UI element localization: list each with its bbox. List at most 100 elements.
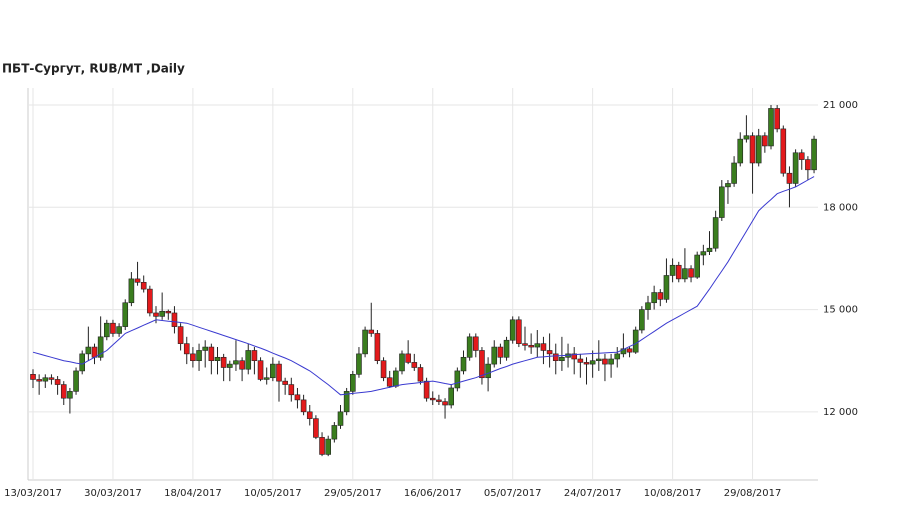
candle-body — [706, 247, 713, 252]
candle-body — [423, 380, 430, 399]
candle-body — [534, 343, 541, 348]
candle-body — [245, 350, 252, 370]
x-tick-label: 29/05/2017 — [324, 488, 382, 499]
candle-body — [786, 172, 793, 184]
candle-body — [294, 394, 301, 401]
candle-body — [749, 135, 756, 164]
candle-body — [436, 399, 442, 402]
moving-average-line — [32, 176, 815, 396]
candle-body — [306, 411, 313, 419]
candle-body — [694, 254, 701, 278]
candle-body — [620, 348, 627, 355]
candle-body — [233, 360, 239, 365]
candle-body — [171, 312, 178, 327]
x-tick-label: 24/07/2017 — [564, 488, 622, 499]
candle-body — [177, 326, 184, 344]
x-tick-label: 10/08/2017 — [644, 488, 702, 499]
x-tick-label: 10/05/2017 — [244, 488, 302, 499]
candle-body — [522, 343, 528, 346]
candle-body — [442, 401, 448, 406]
candle-body — [104, 322, 110, 338]
candle-body — [491, 346, 498, 365]
y-tick-label: 18 000 — [823, 202, 858, 213]
candle-body — [448, 387, 455, 406]
candle-body — [675, 264, 682, 280]
candle-body — [116, 326, 122, 334]
candle-body — [122, 302, 129, 327]
candle-body — [503, 339, 510, 358]
candle-body — [349, 374, 356, 392]
candle-body — [626, 348, 633, 353]
candle-body — [466, 336, 473, 358]
candle-body — [774, 108, 780, 130]
candle-body — [356, 353, 362, 375]
candle-body — [663, 275, 670, 300]
candle-body — [91, 346, 98, 358]
candle-body — [362, 329, 368, 355]
candle-body — [54, 379, 61, 385]
candle-body — [798, 152, 805, 160]
candle-body — [682, 268, 688, 280]
candle-body — [97, 336, 104, 358]
candle-body — [792, 152, 799, 184]
candle-body — [42, 377, 49, 382]
candle-body — [762, 135, 768, 147]
candle-body — [657, 292, 664, 300]
candle-body — [263, 377, 270, 380]
candle-body — [632, 329, 639, 353]
candle-body — [251, 350, 258, 361]
candle-body — [319, 437, 325, 455]
candle-body — [325, 438, 332, 455]
candle-body — [639, 309, 645, 331]
candle-body — [725, 183, 731, 188]
candle-body — [608, 358, 614, 365]
candle-body — [737, 138, 744, 164]
candle-body — [700, 251, 707, 256]
candle-body — [196, 350, 202, 361]
candle-body — [417, 367, 424, 382]
candle-body — [153, 312, 159, 317]
candle-body — [595, 358, 602, 361]
candle-body — [589, 360, 596, 365]
x-tick-label: 16/06/2017 — [404, 488, 462, 499]
candle-body — [472, 336, 479, 351]
candle-body — [257, 360, 264, 380]
candle-body — [688, 268, 694, 278]
candle-body — [559, 356, 565, 361]
x-tick-label: 13/03/2017 — [4, 488, 62, 499]
candle-body — [36, 379, 42, 382]
y-tick-label: 21 000 — [823, 100, 858, 111]
candle-body — [73, 370, 79, 392]
y-tick-label: 12 000 — [823, 407, 858, 418]
candle-body — [602, 358, 608, 365]
candle-body — [768, 108, 774, 147]
candle-body — [731, 162, 737, 184]
candle-body — [811, 138, 817, 171]
candle-body — [755, 135, 762, 164]
candle-body — [60, 384, 67, 399]
candle-body — [712, 217, 719, 249]
candle-body — [583, 362, 590, 365]
candle-body — [202, 346, 208, 351]
candle-body — [110, 322, 116, 334]
chart-title: ПБТ-Сургут, RUB/MT ,Daily — [2, 62, 185, 76]
candle-body — [288, 384, 295, 396]
candle-body — [300, 399, 307, 413]
candle-body — [509, 319, 516, 341]
candle-body — [270, 363, 276, 379]
candle-body — [405, 353, 411, 363]
candle-body — [208, 346, 215, 361]
candle-body — [190, 353, 196, 361]
candle-body — [134, 278, 141, 283]
candle-body — [460, 356, 467, 372]
candle-body — [805, 159, 811, 171]
candle-body — [140, 281, 147, 290]
candle-body — [571, 353, 578, 360]
candle-body — [30, 374, 36, 380]
candle-body — [67, 391, 73, 399]
candle-body — [454, 370, 461, 389]
candle-body — [479, 350, 485, 379]
candle-body — [85, 346, 92, 355]
candle-body — [485, 363, 491, 379]
